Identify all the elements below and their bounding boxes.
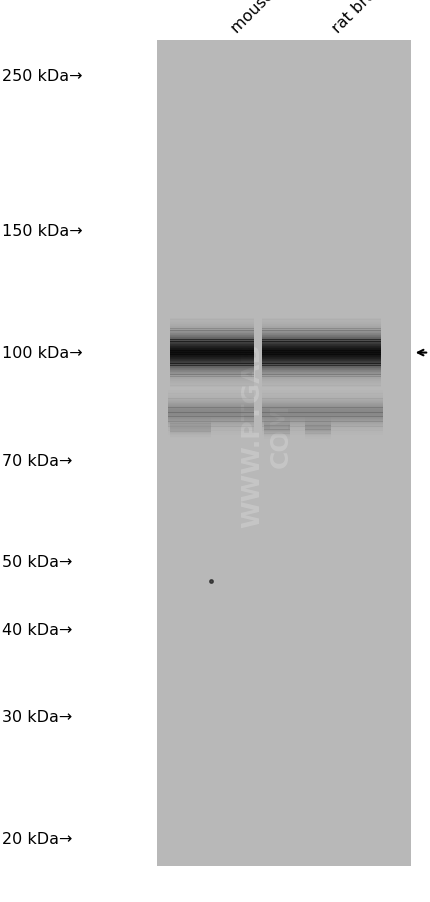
Text: 100 kDa→: 100 kDa→ bbox=[2, 345, 83, 361]
Text: 30 kDa→: 30 kDa→ bbox=[2, 709, 72, 724]
Bar bbox=[157, 41, 411, 866]
Text: 250 kDa→: 250 kDa→ bbox=[2, 69, 83, 84]
Text: mouse brain: mouse brain bbox=[228, 0, 310, 36]
Text: 50 kDa→: 50 kDa→ bbox=[2, 555, 73, 570]
Text: rat brain: rat brain bbox=[329, 0, 389, 36]
Text: 70 kDa→: 70 kDa→ bbox=[2, 454, 73, 468]
Text: 20 kDa→: 20 kDa→ bbox=[2, 832, 73, 846]
Text: WWW.PTGAB
COM: WWW.PTGAB COM bbox=[241, 343, 292, 528]
Text: 40 kDa→: 40 kDa→ bbox=[2, 622, 73, 637]
Text: 150 kDa→: 150 kDa→ bbox=[2, 224, 83, 238]
